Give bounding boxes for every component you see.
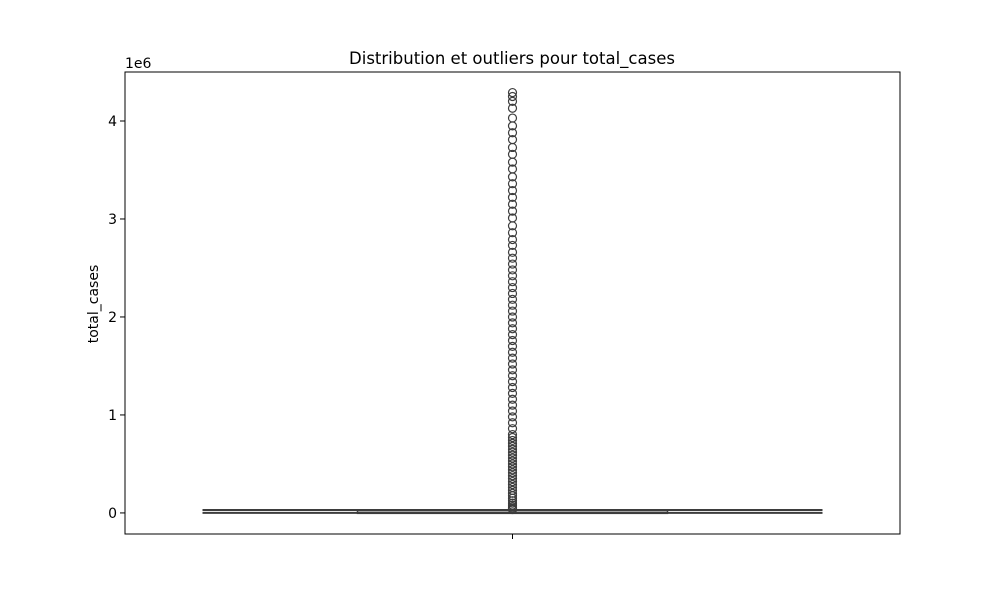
- outlier-point: [507, 259, 518, 269]
- outlier-point: [507, 172, 518, 182]
- outlier-point: [507, 103, 518, 113]
- outlier-point: [507, 221, 518, 231]
- outlier-point: [507, 277, 518, 287]
- outlier-point: [507, 306, 518, 316]
- outlier-point: [507, 474, 518, 484]
- outlier-point: [507, 121, 518, 131]
- outlier-point: [507, 253, 518, 263]
- outlier-point: [507, 347, 518, 357]
- outlier-point: [507, 450, 518, 460]
- outlier-point: [507, 157, 518, 167]
- outlier-point: [507, 491, 518, 501]
- y-tick-label: 0: [108, 506, 117, 522]
- outlier-point: [507, 412, 518, 422]
- y-tick-label: 4: [108, 114, 117, 130]
- outlier-point: [507, 447, 518, 457]
- outlier-point: [507, 330, 518, 340]
- outlier-point: [507, 288, 518, 299]
- outlier-point: [507, 504, 518, 515]
- y-offset-label: 1e6: [125, 56, 152, 72]
- outlier-point: [507, 465, 518, 475]
- outlier-point: [507, 341, 518, 351]
- y-tick-label: 2: [108, 310, 117, 326]
- outlier-point: [507, 444, 518, 454]
- outlier-point: [507, 488, 518, 498]
- outlier-point: [507, 282, 518, 293]
- outlier-point: [507, 335, 518, 346]
- outlier-point: [507, 199, 518, 209]
- outlier-point: [507, 179, 518, 189]
- outlier-point: [507, 432, 518, 443]
- outlier-point: [507, 228, 518, 238]
- outlier-point: [507, 418, 518, 428]
- outlier-point: [507, 400, 518, 410]
- outlier-point: [507, 353, 518, 363]
- outlier-point: [507, 142, 518, 153]
- y-axis-label: total_cases: [86, 265, 102, 344]
- outlier-point: [507, 382, 518, 393]
- outlier-point: [507, 206, 518, 216]
- outlier-point: [507, 365, 518, 375]
- outlier-point: [507, 435, 518, 446]
- outlier-point: [507, 471, 518, 481]
- chart-title: Distribution et outliers pour total_case…: [349, 49, 675, 69]
- outlier-point: [507, 318, 518, 328]
- outlier-point: [507, 476, 518, 487]
- outlier-point: [507, 429, 518, 440]
- outlier-point: [507, 87, 518, 98]
- outlier-point: [507, 388, 518, 398]
- outlier-point: [507, 234, 518, 245]
- outlier-point: [507, 441, 518, 451]
- outlier-point: [507, 377, 518, 387]
- outlier-point: [507, 324, 518, 334]
- y-tick-label: 3: [108, 212, 117, 228]
- outlier-point: [507, 493, 518, 503]
- outlier-point: [507, 128, 518, 138]
- outlier-point: [507, 294, 518, 304]
- outlier-point: [507, 271, 518, 281]
- outlier-point: [507, 300, 518, 310]
- outlier-point: [507, 185, 518, 196]
- outlier-point: [507, 394, 518, 404]
- outlier-point: [507, 240, 518, 251]
- outlier-point: [507, 424, 518, 434]
- outlier-point: [507, 371, 518, 381]
- outlier-point: [507, 406, 518, 416]
- outlier-point: [507, 192, 518, 203]
- outlier-point: [507, 456, 518, 466]
- outlier-point: [507, 468, 518, 478]
- outlier-point: [507, 247, 518, 257]
- outlier-point: [507, 453, 518, 463]
- y-tick-label: 1: [108, 408, 117, 424]
- outlier-point: [507, 312, 518, 322]
- outlier-point: [507, 462, 518, 472]
- outlier-point: [507, 96, 518, 106]
- outlier-point: [507, 359, 518, 369]
- outlier-point: [507, 91, 518, 102]
- outlier-point: [507, 459, 518, 469]
- plot-layer: [202, 87, 823, 515]
- outlier-point: [507, 265, 518, 275]
- outlier-point: [507, 438, 518, 448]
- outlier-point: [507, 479, 518, 490]
- outlier-point: [507, 113, 518, 123]
